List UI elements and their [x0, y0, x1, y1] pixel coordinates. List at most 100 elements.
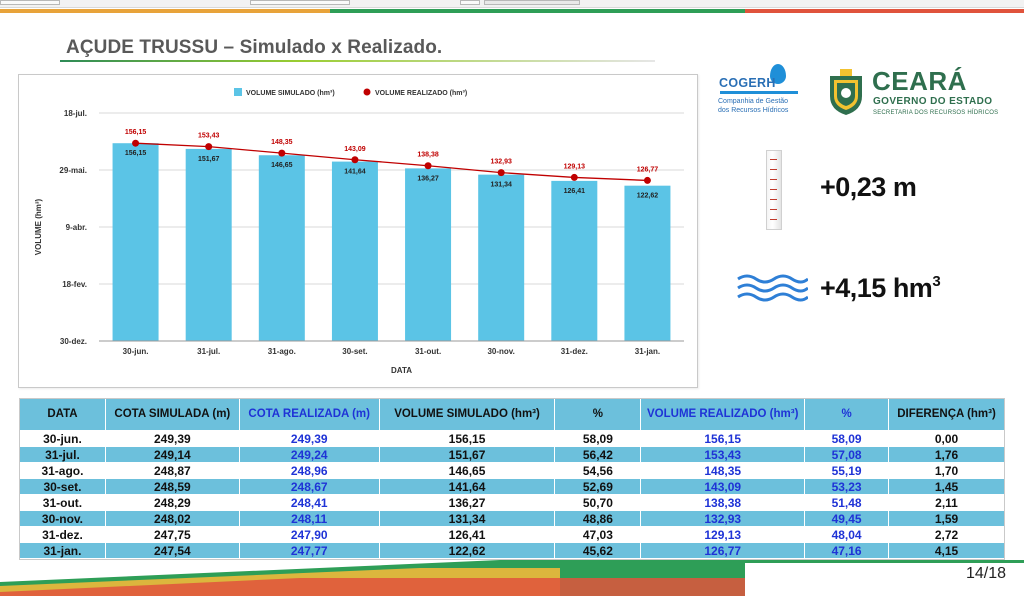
cell-volume-simulado: 156,15: [378, 430, 556, 447]
point-label-realizado: 126,77: [637, 166, 659, 173]
legend-marker-realizado: [363, 88, 371, 96]
volume-difference-unit: 3: [932, 273, 941, 290]
x-tick-label: 30-nov.: [487, 347, 514, 356]
cell-volume-realizado: 129,13: [640, 526, 806, 543]
legend-label-realizado: VOLUME REALIZADO (hm³): [375, 90, 467, 97]
cell-cota-realizada: 248,41: [238, 494, 380, 511]
cell-cota-realizada: 248,67: [238, 478, 380, 495]
bar-simulado: [258, 155, 305, 341]
x-tick-label: 31-ago.: [268, 347, 296, 356]
cell-cota-simulada: 247,75: [104, 526, 240, 543]
cell-volume-realizado: 148,35: [640, 462, 806, 479]
point-realizado: [424, 162, 432, 170]
cell-pct-realizado: 49,45: [804, 510, 890, 527]
legend-label-simulado: VOLUME SIMULADO (hm³): [246, 90, 335, 97]
title-underline: [60, 60, 655, 62]
water-drop-icon: [770, 64, 786, 84]
header-diferenca: DIFERENÇA (hm³): [888, 398, 1005, 431]
point-realizado: [205, 143, 213, 151]
point-label-realizado: 156,15: [125, 129, 147, 136]
cota-difference: +0,23 m: [820, 172, 917, 202]
table-row: 30-nov. 248,02 248,11 131,34 48,86 132,93 49,4…: [19, 510, 1005, 527]
point-realizado: [278, 149, 286, 157]
cell-pct-simulado: 45,62: [554, 542, 642, 559]
bar-simulado: [478, 174, 525, 341]
table-row: 30-set. 248,59 248,67 141,64 52,69 143,09 53,2…: [19, 478, 1005, 495]
table-row: 31-jan. 247,54 247,77 122,62 45,62 126,77 47,1…: [19, 542, 1005, 559]
cell-pct-realizado: 48,04: [804, 526, 890, 543]
bar-label-simulado: 136,27: [417, 175, 439, 182]
cell-diferenca: 1,70: [888, 462, 1005, 479]
cogerh-logo: COGERH Companhia de Gestão dos Recursos …: [718, 64, 802, 124]
table-row: 31-jul. 249,14 249,24 151,67 56,42 153,43 57,0…: [19, 446, 1005, 463]
bar-simulado: [112, 143, 159, 341]
bar-simulado: [185, 148, 232, 341]
x-tick-label: 30-jun.: [123, 347, 149, 356]
cell-volume-realizado: 153,43: [640, 446, 806, 463]
cell-diferenca: 0,00: [888, 430, 1005, 447]
table-row: 30-jun. 249,39 249,39 156,15 58,09 156,15 58,0…: [19, 430, 1005, 447]
cell-cota-simulada: 248,29: [104, 494, 240, 511]
x-tick-label: 31-jan.: [635, 347, 660, 356]
water-waves-icon: [737, 274, 808, 302]
ceara-line1: GOVERNO DO ESTADO: [873, 96, 993, 107]
cell-cota-simulada: 248,87: [104, 462, 240, 479]
cell-volume-simulado: 126,41: [378, 526, 556, 543]
cell-cota-realizada: 249,24: [238, 446, 380, 463]
cell-cota-simulada: 249,39: [104, 430, 240, 447]
cell-date: 31-jul.: [19, 446, 106, 463]
cell-pct-realizado: 47,16: [804, 542, 890, 559]
table-body: 30-jun. 249,39 249,39 156,15 58,09 156,15 58,0…: [19, 430, 1005, 559]
cell-pct-simulado: 50,70: [554, 494, 642, 511]
x-tick-label: 31-dez.: [561, 347, 588, 356]
window-top-strip: [0, 0, 1024, 8]
cell-volume-simulado: 122,62: [378, 542, 556, 559]
cogerh-name: COGERH: [719, 76, 776, 90]
point-label-realizado: 143,09: [344, 146, 366, 153]
cell-diferenca: 4,15: [888, 542, 1005, 559]
cell-volume-simulado: 131,34: [378, 510, 556, 527]
cell-cota-realizada: 249,39: [238, 430, 380, 447]
bar-simulado: [405, 168, 452, 341]
cell-volume-simulado: 141,64: [378, 478, 556, 495]
slide-title: AÇUDE TRUSSU – Simulado x Realizado.: [66, 37, 443, 58]
point-label-realizado: 132,93: [490, 159, 512, 166]
table-row: 31-dez. 247,75 247,90 126,41 47,03 129,13 48,0…: [19, 526, 1005, 543]
cell-volume-simulado: 146,65: [378, 462, 556, 479]
cogerh-bar: [720, 91, 798, 94]
x-tick-label: 30-set.: [342, 347, 367, 356]
ceara-logo: CEARÁ GOVERNO DO ESTADO SECRETARIA DOS R…: [826, 66, 998, 122]
cell-pct-simulado: 47,03: [554, 526, 642, 543]
y-tick-label: 29-mai.: [59, 166, 87, 175]
cell-pct-realizado: 53,23: [804, 478, 890, 495]
header-cota-realizada: COTA REALIZADA (m): [238, 398, 380, 431]
point-realizado: [643, 176, 651, 184]
cell-date: 30-jun.: [19, 430, 106, 447]
header-pct-simulado: %: [554, 398, 642, 431]
cell-date: 31-dez.: [19, 526, 106, 543]
cell-diferenca: 1,59: [888, 510, 1005, 527]
cell-cota-simulada: 249,14: [104, 446, 240, 463]
cell-pct-simulado: 56,42: [554, 446, 642, 463]
water-level-ruler-icon: [766, 150, 782, 230]
cogerh-line1: Companhia de Gestão: [718, 98, 789, 105]
point-label-realizado: 129,13: [564, 163, 586, 170]
chart-svg: 30-dez. 18-fev. 9-abr. 29-mai. 18-jul. VOLUME…: [34, 88, 684, 375]
cell-pct-simulado: 52,69: [554, 478, 642, 495]
cell-pct-simulado: 54,56: [554, 462, 642, 479]
point-label-realizado: 148,35: [271, 139, 293, 146]
table-header-row: DATA COTA SIMULADA (m) COTA REALIZADA (m…: [19, 398, 1005, 431]
y-tick-label: 18-fev.: [62, 280, 87, 289]
cell-cota-simulada: 248,02: [104, 510, 240, 527]
cell-pct-realizado: 51,48: [804, 494, 890, 511]
cell-pct-simulado: 48,86: [554, 510, 642, 527]
bar-label-simulado: 156,15: [125, 150, 147, 157]
cell-volume-simulado: 136,27: [378, 494, 556, 511]
cell-diferenca: 2,72: [888, 526, 1005, 543]
cell-date: 30-set.: [19, 478, 106, 495]
cell-diferenca: 2,11: [888, 494, 1005, 511]
header-volume-simulado: VOLUME SIMULADO (hm³): [378, 398, 556, 431]
cell-date: 31-out.: [19, 494, 106, 511]
ceara-crest-icon: [830, 69, 862, 115]
top-color-lines: [0, 9, 1024, 13]
